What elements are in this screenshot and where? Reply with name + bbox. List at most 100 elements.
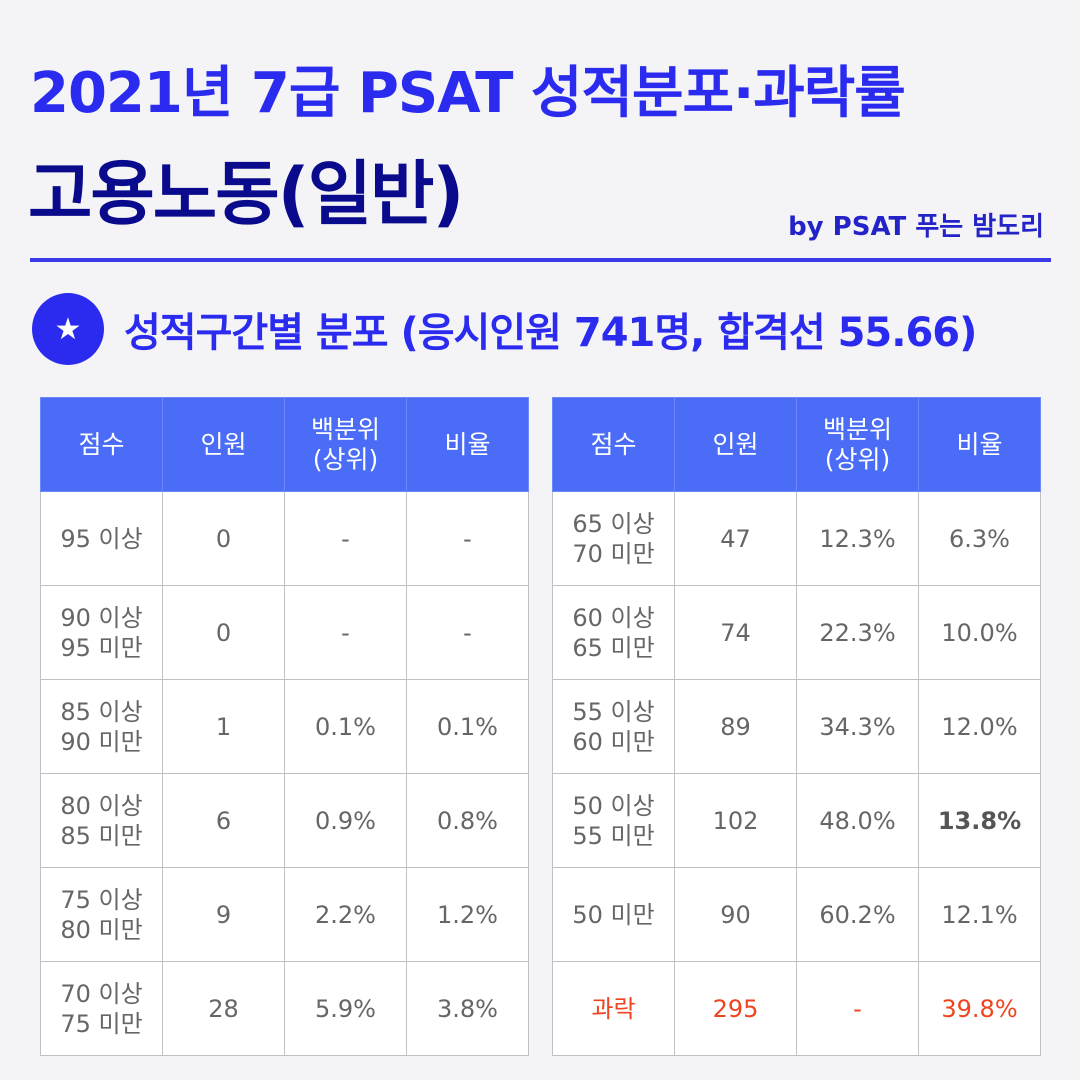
byline: by PSAT 푸는 밤도리 [788,212,1044,242]
score-line1: 50 미만 [572,900,655,929]
cell-count: 28 [162,961,285,1056]
score-line1: 50 이상 [572,791,655,820]
cell-ratio: 6.3% [918,491,1041,586]
score-line2: 75 미만 [60,1009,143,1038]
score-line2: 95 미만 [60,633,143,662]
table-row: 50 미만 90 60.2% 12.1% [552,867,1041,962]
cell-ratio: 10.0% [918,585,1041,680]
score-line2: 85 미만 [60,821,143,850]
header-score: 점수 [552,397,675,492]
cell-score: 50 이상 55 미만 [552,773,675,868]
cell-count: 295 [674,961,797,1056]
cell-count: 74 [674,585,797,680]
header-count: 인원 [674,397,797,492]
cell-ratio: - [406,585,529,680]
table-row: 85 이상 90 미만 1 0.1% 0.1% [40,679,529,774]
cell-count: 6 [162,773,285,868]
score-line1: 과락 [591,994,636,1023]
cell-ratio: 3.8% [406,961,529,1056]
score-line2: 60 미만 [572,727,655,756]
cell-percentile: 12.3% [796,491,919,586]
cell-count: 47 [674,491,797,586]
score-line1: 95 이상 [60,524,143,553]
table-row: 65 이상 70 미만 47 12.3% 6.3% [552,491,1041,586]
cell-score: 과락 [552,961,675,1056]
score-line1: 65 이상 [572,509,655,538]
star-icon: ★ [32,293,104,365]
cell-count: 90 [674,867,797,962]
header-count: 인원 [162,397,285,492]
score-line1: 60 이상 [572,603,655,632]
cell-percentile: 0.9% [284,773,407,868]
table-row: 95 이상 0 - - [40,491,529,586]
cell-score: 85 이상 90 미만 [40,679,163,774]
score-line2: 55 미만 [572,821,655,850]
cell-percentile: 60.2% [796,867,919,962]
cell-percentile: - [796,961,919,1056]
table-header-row: 점수 인원 백분위 (상위) 비율 [40,397,529,492]
header-ratio: 비율 [406,397,529,492]
cell-ratio: 12.1% [918,867,1041,962]
score-line1: 80 이상 [60,791,143,820]
score-table-right: 점수 인원 백분위 (상위) 비율 65 이상 70 미만 47 12.3% 6.… [552,397,1041,1056]
cell-score: 70 이상 75 미만 [40,961,163,1056]
table-row: 50 이상 55 미만 102 48.0% 13.8% [552,773,1041,868]
score-line1: 85 이상 [60,697,143,726]
cell-ratio-highlight: 13.8% [918,773,1041,868]
header-percentile-line1: 백분위 [822,414,892,444]
cell-ratio: 12.0% [918,679,1041,774]
page-title-line1: 2021년 7급 PSAT 성적분포·과락률 [30,61,906,126]
header-ratio: 비율 [918,397,1041,492]
table-row: 60 이상 65 미만 74 22.3% 10.0% [552,585,1041,680]
page-title-line2: 고용노동(일반) [28,153,464,235]
cell-score: 75 이상 80 미만 [40,867,163,962]
cell-count: 1 [162,679,285,774]
cell-percentile: 5.9% [284,961,407,1056]
cell-score: 50 미만 [552,867,675,962]
cell-ratio: - [406,491,529,586]
score-table-left: 점수 인원 백분위 (상위) 비율 95 이상 0 - - 90 이상 95 미만… [40,397,529,1056]
section-title: 성적구간별 분포 (응시인원 741명, 합격선 55.66) [124,310,977,356]
header-percentile: 백분위 (상위) [284,397,407,492]
score-line1: 55 이상 [572,697,655,726]
score-line2: 65 미만 [572,633,655,662]
header-percentile-line2: (상위) [824,444,891,474]
cell-count: 0 [162,491,285,586]
header-percentile-line1: 백분위 [310,414,380,444]
cell-score: 95 이상 [40,491,163,586]
cell-count: 89 [674,679,797,774]
cell-percentile: 48.0% [796,773,919,868]
table-row-fail: 과락 295 - 39.8% [552,961,1041,1056]
cell-ratio: 0.8% [406,773,529,868]
score-line1: 70 이상 [60,979,143,1008]
cell-score: 60 이상 65 미만 [552,585,675,680]
table-row: 55 이상 60 미만 89 34.3% 12.0% [552,679,1041,774]
header-divider [30,258,1051,262]
score-line2: 80 미만 [60,915,143,944]
table-row: 90 이상 95 미만 0 - - [40,585,529,680]
cell-count: 102 [674,773,797,868]
header-score: 점수 [40,397,163,492]
score-line1: 90 이상 [60,603,143,632]
cell-count: 9 [162,867,285,962]
cell-percentile: - [284,585,407,680]
cell-ratio: 39.8% [918,961,1041,1056]
cell-percentile: 22.3% [796,585,919,680]
cell-score: 90 이상 95 미만 [40,585,163,680]
cell-ratio: 0.1% [406,679,529,774]
cell-ratio: 1.2% [406,867,529,962]
table-row: 70 이상 75 미만 28 5.9% 3.8% [40,961,529,1056]
cell-percentile: 2.2% [284,867,407,962]
score-line2: 70 미만 [572,539,655,568]
score-line2: 90 미만 [60,727,143,756]
cell-count: 0 [162,585,285,680]
table-row: 75 이상 80 미만 9 2.2% 1.2% [40,867,529,962]
cell-score: 55 이상 60 미만 [552,679,675,774]
cell-percentile: 34.3% [796,679,919,774]
table-row: 80 이상 85 미만 6 0.9% 0.8% [40,773,529,868]
header-percentile: 백분위 (상위) [796,397,919,492]
table-header-row: 점수 인원 백분위 (상위) 비율 [552,397,1041,492]
score-line1: 75 이상 [60,885,143,914]
cell-score: 80 이상 85 미만 [40,773,163,868]
header-percentile-line2: (상위) [312,444,379,474]
